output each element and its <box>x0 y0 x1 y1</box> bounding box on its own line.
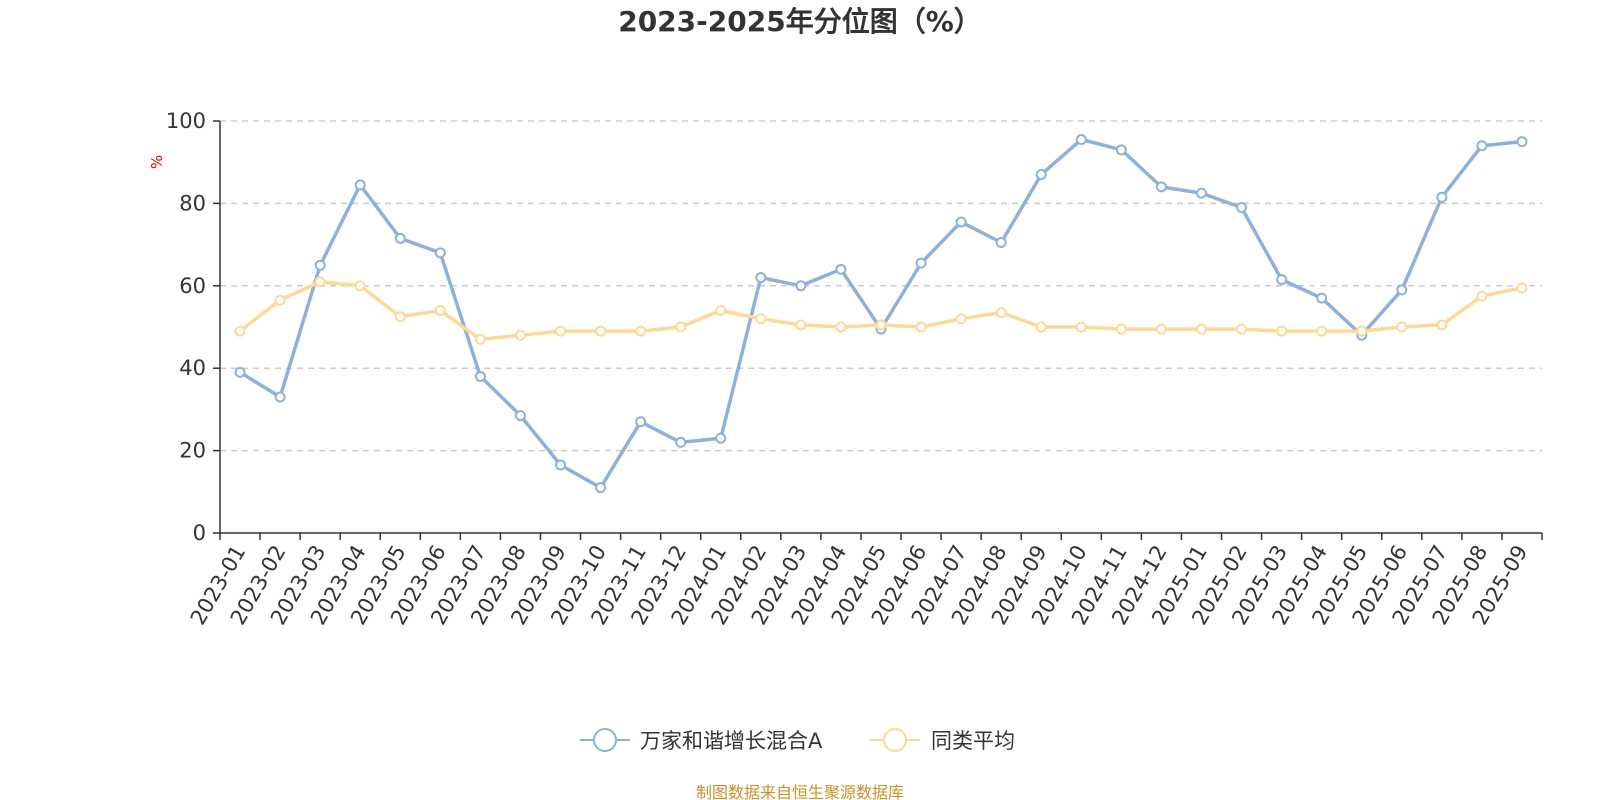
data-point[interactable] <box>1035 321 1047 333</box>
series-line <box>239 137 1523 490</box>
data-point[interactable] <box>394 232 406 244</box>
legend-swatch-marker <box>883 728 907 752</box>
y-tick-label: 100 <box>166 109 206 133</box>
data-point[interactable] <box>274 294 286 306</box>
data-point[interactable] <box>234 366 246 378</box>
data-point[interactable] <box>1075 134 1087 146</box>
data-point[interactable] <box>1115 323 1127 335</box>
data-point[interactable] <box>555 325 567 337</box>
data-point[interactable] <box>1155 323 1167 335</box>
series-2 <box>234 276 1528 345</box>
y-tick-label: 20 <box>179 439 206 463</box>
chart-title: 2023-2025年分位图（%） <box>618 5 982 38</box>
data-point[interactable] <box>1276 325 1288 337</box>
data-point[interactable] <box>715 432 727 444</box>
data-point[interactable] <box>595 482 607 494</box>
data-point[interactable] <box>1436 191 1448 203</box>
data-point[interactable] <box>795 280 807 292</box>
data-point[interactable] <box>1476 140 1488 152</box>
data-point[interactable] <box>354 179 366 191</box>
data-point[interactable] <box>1516 136 1528 148</box>
data-point[interactable] <box>1396 321 1408 333</box>
data-point[interactable] <box>1236 323 1248 335</box>
data-point[interactable] <box>555 459 567 471</box>
data-point[interactable] <box>474 370 486 382</box>
legend-swatch-marker <box>593 728 617 752</box>
data-point[interactable] <box>915 257 927 269</box>
data-point[interactable] <box>875 319 887 331</box>
data-point[interactable] <box>1396 284 1408 296</box>
data-point[interactable] <box>1316 325 1328 337</box>
data-point[interactable] <box>635 416 647 428</box>
data-point[interactable] <box>1236 202 1248 214</box>
legend-label: 万家和谐增长混合A <box>640 729 823 753</box>
data-point[interactable] <box>1195 187 1207 199</box>
data-point[interactable] <box>314 259 326 271</box>
data-point[interactable] <box>1356 325 1368 337</box>
y-tick-label: 0 <box>193 521 206 545</box>
data-point[interactable] <box>795 319 807 331</box>
data-point[interactable] <box>835 321 847 333</box>
data-point[interactable] <box>514 329 526 341</box>
data-point[interactable] <box>474 333 486 345</box>
data-point[interactable] <box>755 313 767 325</box>
y-axis-unit: % <box>148 155 166 169</box>
data-point[interactable] <box>595 325 607 337</box>
data-point[interactable] <box>1155 181 1167 193</box>
data-point[interactable] <box>1075 321 1087 333</box>
y-tick-label: 80 <box>179 191 206 215</box>
data-point[interactable] <box>434 247 446 259</box>
data-point[interactable] <box>1516 282 1528 294</box>
data-point[interactable] <box>835 263 847 275</box>
data-point[interactable] <box>354 280 366 292</box>
data-point[interactable] <box>234 325 246 337</box>
data-point[interactable] <box>955 216 967 228</box>
data-point[interactable] <box>1436 319 1448 331</box>
data-point[interactable] <box>675 321 687 333</box>
legend-item[interactable]: 万家和谐增长混合A <box>580 728 823 753</box>
data-point[interactable] <box>514 410 526 422</box>
data-point[interactable] <box>955 313 967 325</box>
y-tick-label: 60 <box>179 274 206 298</box>
data-point[interactable] <box>394 311 406 323</box>
data-point[interactable] <box>635 325 647 337</box>
data-point[interactable] <box>915 321 927 333</box>
data-point[interactable] <box>1195 323 1207 335</box>
data-point[interactable] <box>274 391 286 403</box>
data-point[interactable] <box>1276 274 1288 286</box>
y-axis-ticks: 0 20 40 60 80 100 <box>166 109 221 545</box>
grid-lines <box>220 120 1542 452</box>
data-point[interactable] <box>314 276 326 288</box>
legend-item[interactable]: 同类平均 <box>870 728 1015 753</box>
legend[interactable]: 万家和谐增长混合A 同类平均 <box>580 728 1015 753</box>
data-point[interactable] <box>1115 144 1127 156</box>
series-layer <box>234 134 1528 494</box>
x-axis: 2023-012023-022023-032023-042023-052023-… <box>186 532 1543 629</box>
data-point[interactable] <box>755 272 767 284</box>
legend-label: 同类平均 <box>931 729 1015 753</box>
data-point[interactable] <box>995 307 1007 319</box>
data-point[interactable] <box>1476 290 1488 302</box>
data-point[interactable] <box>995 237 1007 249</box>
source-note: 制图数据来自恒生聚源数据库 <box>696 783 904 800</box>
data-point[interactable] <box>715 305 727 317</box>
data-point[interactable] <box>675 436 687 448</box>
y-tick-label: 40 <box>179 356 206 380</box>
data-point[interactable] <box>1316 292 1328 304</box>
data-point[interactable] <box>1035 169 1047 181</box>
data-point[interactable] <box>434 305 446 317</box>
